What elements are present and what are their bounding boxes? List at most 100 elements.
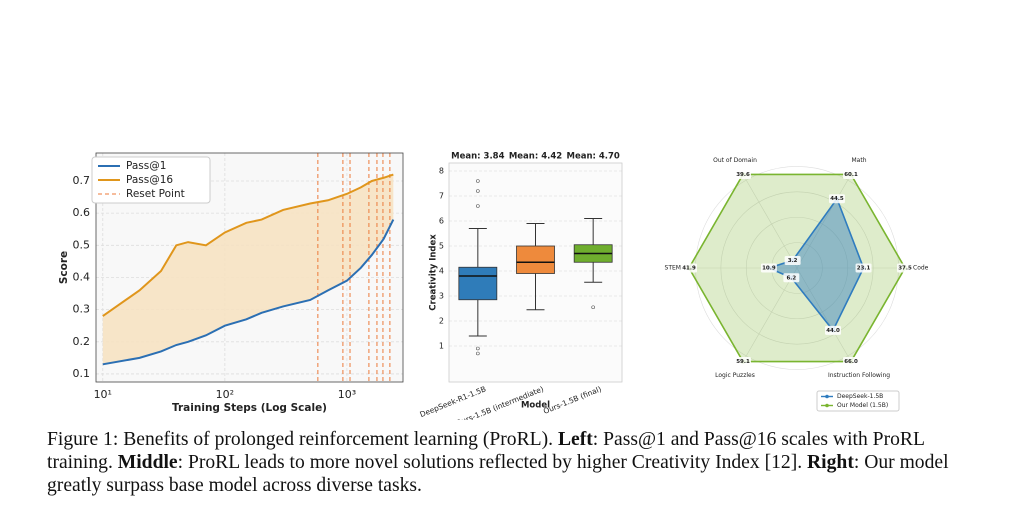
value-label-bg	[735, 357, 751, 367]
value-label: 10.9	[760, 263, 777, 273]
y-tick-label: 0.7	[73, 174, 91, 187]
series-line	[102, 219, 395, 366]
y-tick-label: 5	[439, 242, 444, 251]
value-label-bg	[783, 273, 800, 283]
axis-label: STEM	[665, 265, 681, 272]
value-label-bg	[760, 263, 777, 273]
value-label-bg	[828, 194, 845, 204]
value-label-bg	[843, 169, 859, 179]
radar-spoke	[796, 267, 852, 362]
value-label-bg	[735, 169, 751, 179]
y-tick-label: 0.3	[73, 303, 91, 316]
y-tick-label: 1	[439, 342, 444, 351]
y-tick-label: 4	[439, 267, 444, 276]
value-label-text: 23.1	[857, 266, 871, 272]
value-label: 41.9	[681, 263, 697, 273]
y-tick-label: 2	[439, 317, 444, 326]
legend-box	[91, 156, 211, 204]
value-label: 66.0	[843, 357, 859, 367]
flier	[476, 204, 480, 208]
caption-bold: Right	[807, 452, 854, 473]
legend-label: Reset Point	[126, 188, 185, 200]
value-label: 6.2	[783, 273, 800, 283]
caption-bold: Left	[557, 429, 593, 450]
axis-label: Math	[851, 157, 866, 164]
legend-swatch-dot	[825, 403, 829, 408]
legend-label: Pass@1	[126, 160, 166, 172]
axis-label: Logic Puzzles	[715, 372, 755, 379]
y-tick-label: 0.5	[73, 238, 91, 251]
value-label-bg	[843, 357, 859, 367]
mean-label: Mean: 4.42	[509, 152, 562, 162]
legend-box	[816, 390, 900, 412]
value-label-text: 59.1	[736, 359, 750, 365]
value-label-bg	[681, 263, 697, 273]
figure: 0.1 0.2 0.3 0.4 0.5 0.6 0.7 10¹ 10² 10³ Training S…	[58, 152, 929, 421]
value-label-text: 41.9	[682, 266, 696, 272]
value-label: 3.2	[784, 255, 801, 265]
flier	[476, 351, 480, 356]
y-tick-label: 7	[439, 192, 444, 201]
legend-swatch-dot	[825, 394, 829, 399]
y-axis-label: Score	[58, 251, 70, 284]
x-tick-label: 10¹	[94, 388, 112, 401]
value-label-bg	[897, 263, 913, 273]
value-label: 23.1	[855, 263, 872, 273]
value-label-text: 44.5	[830, 196, 844, 202]
y-tick-label: 3	[439, 292, 444, 301]
box	[516, 245, 555, 274]
y-tick-label: 8	[439, 167, 444, 176]
flier	[476, 189, 480, 193]
radar-spoke	[796, 174, 852, 269]
value-label-text: 3.2	[788, 258, 798, 264]
y-axis-label: Creativity Index	[429, 234, 439, 311]
legend-label: Pass@16	[126, 174, 173, 186]
caption-text: : Our model greatly surpass base model a…	[47, 452, 949, 496]
gap-fill	[102, 174, 394, 365]
axis-label: Out of Domain	[713, 157, 757, 164]
mean-label: Mean: 3.84	[451, 152, 504, 162]
value-label: 59.1	[735, 357, 751, 367]
plot-frame	[95, 152, 404, 383]
caption-text: Figure 1: Benefits of prolonged reinforc…	[47, 429, 558, 450]
caption-text: : Pass@1 and Pass@16 scales with ProRL t…	[47, 429, 925, 473]
y-tick-label: 0.4	[73, 270, 91, 283]
legend-label: DeepSeek-1.5B	[837, 393, 883, 400]
radar-spoke	[742, 267, 798, 362]
value-label-text: 10.9	[762, 266, 776, 272]
plot-frame	[448, 162, 623, 383]
axis-label: Instruction Following	[828, 372, 890, 379]
value-label-bg	[784, 255, 801, 265]
value-label: 37.5	[897, 263, 913, 273]
x-tick-label: 10³	[338, 388, 356, 401]
y-tick-label: 0.6	[73, 206, 91, 219]
legend-label: Our Model (1.5B)	[837, 402, 888, 409]
caption: Figure 1: Benefits of prolonged reinforc…	[47, 428, 992, 497]
value-label-bg	[855, 263, 872, 273]
value-label: 60.1	[843, 169, 859, 179]
flier	[476, 179, 480, 183]
x-axis-label: Training Steps (Log Scale)	[172, 402, 327, 414]
value-label-bg	[825, 325, 841, 335]
value-label-text: 66.0	[844, 359, 858, 365]
value-label-text: 39.6	[736, 172, 750, 178]
box	[458, 266, 498, 301]
y-tick-label: 6	[439, 217, 444, 226]
value-label-text: 6.2	[786, 275, 796, 281]
value-label: 44.0	[825, 325, 841, 335]
value-label: 39.6	[735, 169, 751, 179]
value-label-text: 37.5	[898, 266, 912, 272]
y-tick-label: 0.1	[73, 367, 91, 380]
value-label: 44.5	[828, 194, 845, 204]
x-tick-label: 10²	[216, 388, 234, 401]
flier	[476, 346, 480, 351]
caption-bold: Middle	[117, 452, 178, 473]
mean-label: Mean: 4.70	[566, 152, 619, 162]
x-axis-label: Model	[521, 401, 550, 411]
value-label-text: 60.1	[844, 172, 858, 178]
series-line	[102, 173, 394, 317]
x-tick-label: Ours-1.5B (final)	[542, 384, 603, 416]
flier	[591, 305, 595, 310]
radar-spoke	[742, 174, 798, 269]
